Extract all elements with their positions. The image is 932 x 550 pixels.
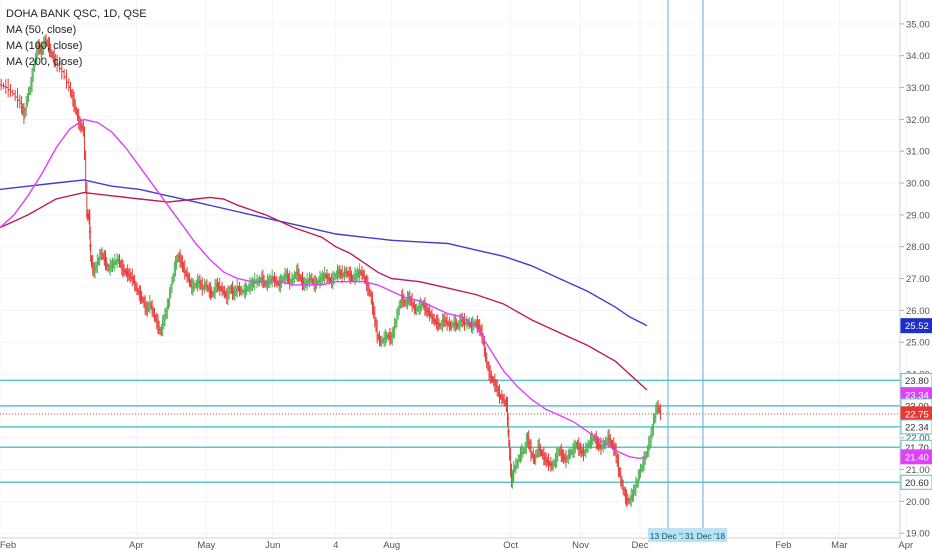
ohlc-bar: [67, 78, 71, 92]
vertical-markers[interactable]: [667, 0, 704, 538]
price-label-text: 21.40: [905, 452, 929, 463]
y-tick-label: 35.00: [906, 19, 930, 30]
price-label-box: [900, 318, 932, 334]
marker-label: 31 Dec '18: [682, 528, 727, 542]
marker-label-text: 31 Dec '18: [685, 531, 726, 541]
price-label: 22.75: [900, 406, 932, 422]
x-tick-label: Jun: [265, 540, 280, 550]
chart-title: DOHA BANK QSC, 1D, QSE: [6, 8, 147, 20]
price-label-text: 25.52: [905, 321, 929, 332]
ma100-line: [0, 191, 648, 391]
price-label-text: 23.34: [905, 391, 929, 402]
price-label-text: 21.70: [905, 443, 929, 454]
y-tick-label: 30.00: [906, 179, 930, 190]
x-tick-label: Oct: [503, 540, 518, 550]
x-tick-label: Aug: [383, 540, 400, 550]
price-label: 25.52: [900, 318, 932, 334]
indicator-ma50[interactable]: MA (50, close): [6, 24, 77, 36]
price-bars: [0, 34, 662, 507]
y-tick-label: 26.00: [906, 306, 930, 317]
y-tick-label: 31.00: [906, 147, 930, 158]
indicator-ma200[interactable]: MA (200, close): [6, 56, 83, 68]
ohlc-bar: [1, 82, 5, 90]
y-tick-label: 22.00: [906, 433, 930, 444]
legend: DOHA BANK QSC, 1D, QSE MA (50, close) MA…: [6, 6, 147, 70]
marker-label-box: [682, 528, 727, 542]
price-label-text: 20.60: [905, 478, 929, 489]
indicator-ma100[interactable]: MA (100, close): [6, 40, 83, 52]
price-label-box: [900, 449, 932, 465]
x-tick-label: Apr: [898, 540, 913, 550]
x-tick-label: Feb: [0, 540, 16, 550]
y-tick-label: 25.00: [906, 338, 930, 349]
price-label: 21.40: [900, 449, 932, 465]
ohlc-bar: [64, 69, 68, 89]
moving-averages: [0, 118, 648, 460]
ohlc-bar: [15, 88, 19, 108]
ohlc-bar: [62, 69, 66, 80]
price-label-text: 22.34: [905, 422, 929, 433]
ohlc-bar: [11, 89, 15, 97]
ohlc-bar: [13, 89, 17, 101]
price-label-text: 22.75: [905, 409, 929, 420]
x-tick-label: Dec: [632, 540, 649, 550]
marker-label: 13 Dec '18: [647, 528, 692, 542]
time-axis[interactable]: Feb Apr May Jun 4 Aug Oct Nov Dec Feb Mar Apr: [0, 537, 913, 550]
marker-label-box: [647, 528, 692, 542]
x-tick-label: Apr: [129, 540, 144, 550]
price-label: 20.60: [900, 474, 932, 490]
price-label-box: [900, 474, 932, 490]
x-tick-label: Mar: [831, 540, 847, 550]
y-tick-label: 20.00: [906, 497, 930, 508]
y-tick-label: 33.00: [906, 83, 930, 94]
price-label-box: [900, 419, 932, 435]
ohlc-bar: [8, 83, 12, 97]
price-label: 23.80: [900, 372, 932, 388]
x-tick-label: May: [197, 540, 215, 550]
y-tick-label: 32.00: [906, 115, 930, 126]
x-tick-label: 4: [333, 540, 338, 550]
ohlc-bar: [658, 403, 662, 421]
marker-label-text: 13 Dec '18: [650, 531, 691, 541]
ma200-line: [0, 179, 648, 327]
y-tick-label: 19.00: [906, 529, 930, 540]
ma50-line: [0, 118, 648, 460]
grid: [0, 0, 907, 538]
price-label: 22.34: [900, 419, 932, 435]
price-label-text: 23.80: [905, 376, 929, 387]
ohlc-bar: [18, 94, 22, 109]
ohlc-bar: [4, 79, 8, 94]
price-label-box: [900, 372, 932, 388]
y-tick-label: 27.00: [906, 274, 930, 285]
x-tick-label: Nov: [572, 540, 589, 550]
horizontal-levels[interactable]: [0, 379, 900, 484]
price-labels: 25.5223.8023.3423.0022.7522.3421.7021.40…: [900, 318, 932, 490]
y-tick-label: 21.00: [906, 465, 930, 476]
y-tick-label: 28.00: [906, 242, 930, 253]
y-tick-label: 34.00: [906, 51, 930, 62]
x-tick-label: Feb: [775, 540, 791, 550]
y-tick-label: 29.00: [906, 210, 930, 221]
